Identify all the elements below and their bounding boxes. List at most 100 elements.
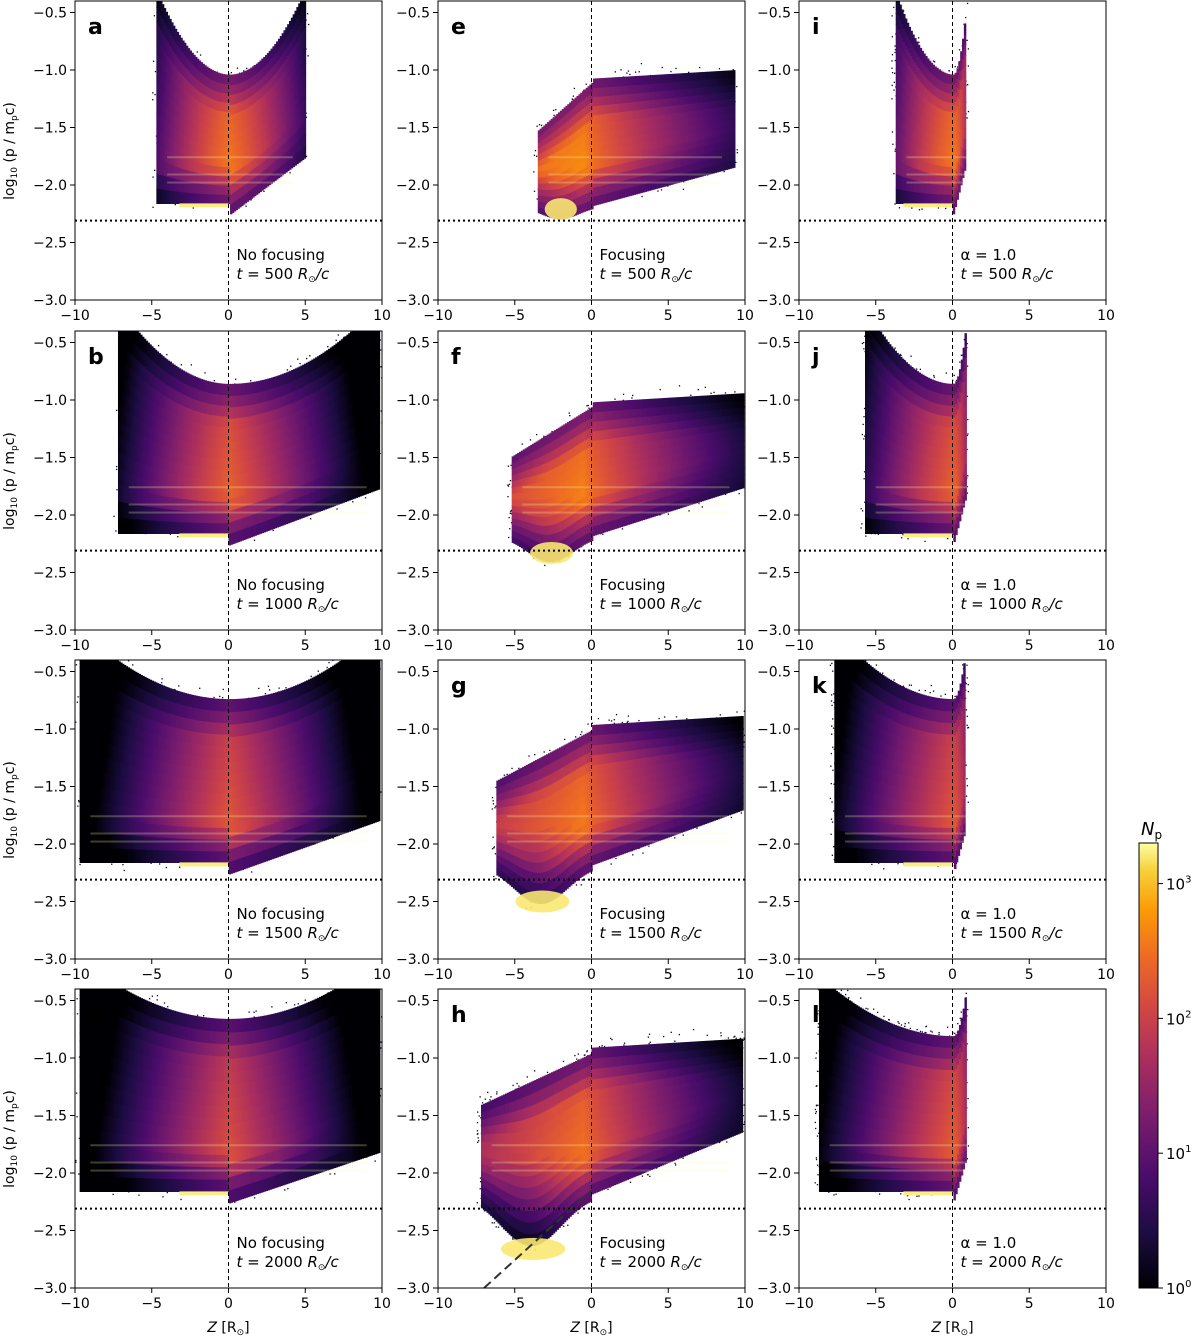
- x-tick-label: 5: [664, 308, 673, 324]
- x-tick-label: −10: [60, 1296, 90, 1312]
- y-tick-label: −1.0: [33, 393, 67, 409]
- y-axis-label: log10 (p / mpc): [2, 102, 20, 200]
- x-tick-label: −10: [60, 308, 90, 324]
- y-tick-label: −2.5: [396, 236, 430, 252]
- y-tick-label: −1.0: [33, 63, 67, 79]
- y-tick-label: −1.5: [757, 1109, 791, 1125]
- panel-setup-label: α = 1.0: [961, 905, 1017, 923]
- y-tick-label: −3.0: [757, 1281, 791, 1297]
- y-tick-label: −2.5: [33, 895, 67, 911]
- y-tick-label: −3.0: [33, 952, 67, 968]
- panel-letter: c: [88, 674, 101, 699]
- y-tick-label: −3.0: [396, 1281, 430, 1297]
- x-tick-label: 0: [587, 1296, 596, 1312]
- colorbar: 100 101 102 103 Np: [1138, 819, 1191, 1298]
- y-tick-label: −1.5: [33, 121, 67, 137]
- y-tick-label: −1.5: [396, 780, 430, 796]
- panel-l: −10 −5 0 5 10 −0.5 −1.0 −1.5 −2.0 −2.5 −3.0 l α = 1.…: [757, 988, 1115, 1312]
- x-tick-label: 0: [224, 308, 233, 324]
- y-tick-label: −0.5: [33, 994, 67, 1010]
- x-tick-label: 5: [664, 967, 673, 983]
- panel-letter: l: [812, 1003, 820, 1028]
- x-tick-label: 10: [736, 638, 754, 654]
- panel-time-label: t = 1000 R⊙/c: [237, 595, 340, 615]
- y-tick-label: −0.5: [33, 665, 67, 681]
- y-tick-label: −1.0: [757, 63, 791, 79]
- y-tick-label: −3.0: [757, 293, 791, 309]
- x-tick-label: 5: [1025, 1296, 1034, 1312]
- y-tick-label: −2.0: [396, 837, 430, 853]
- x-tick-label: 10: [736, 308, 754, 324]
- x-tick-label: 0: [224, 1296, 233, 1312]
- x-axis-label: Z [R⊙]: [569, 1320, 612, 1337]
- panel-setup-label: Focusing: [600, 246, 666, 264]
- y-tick-label: −2.5: [396, 566, 430, 582]
- x-tick-label: −5: [865, 308, 886, 324]
- y-tick-label: −3.0: [396, 623, 430, 639]
- y-tick-label: −2.0: [757, 1166, 791, 1182]
- y-tick-label: −2.5: [757, 895, 791, 911]
- panel-letter: k: [812, 674, 828, 699]
- y-tick-label: −1.0: [33, 1051, 67, 1067]
- panel-time-label: t = 500 R⊙/c: [237, 265, 330, 285]
- panel-setup-label: α = 1.0: [961, 1234, 1017, 1252]
- x-tick-label: −10: [60, 638, 90, 654]
- y-tick-label: −1.5: [33, 451, 67, 467]
- x-tick-label: 5: [301, 638, 310, 654]
- x-tick-label: 10: [373, 308, 391, 324]
- y-tick-label: −0.5: [396, 336, 430, 352]
- y-tick-label: −0.5: [396, 665, 430, 681]
- x-tick-label: 0: [587, 308, 596, 324]
- x-tick-label: 5: [664, 1296, 673, 1312]
- y-tick-label: −0.5: [33, 6, 67, 22]
- panel-h: −10 −5 0 5 10 −0.5 −1.0 −1.5 −2.0 −2.5 −3.0 h Focusi…: [396, 988, 754, 1312]
- x-tick-label: 10: [736, 1296, 754, 1312]
- panel-setup-label: Focusing: [600, 1234, 666, 1252]
- panel-time-label: t = 500 R⊙/c: [600, 265, 693, 285]
- x-tick-label: 0: [224, 967, 233, 983]
- x-tick-label: 0: [948, 638, 957, 654]
- panel-time-label: t = 2000 R⊙/c: [600, 1253, 703, 1273]
- y-tick-label: −2.0: [757, 178, 791, 194]
- y-tick-label: −1.5: [757, 451, 791, 467]
- panel-time-label: t = 2000 R⊙/c: [237, 1253, 340, 1273]
- x-tick-label: −10: [784, 308, 814, 324]
- x-tick-label: −5: [504, 967, 525, 983]
- density-heatmap-f: [507, 385, 745, 567]
- y-tick-label: −0.5: [396, 6, 430, 22]
- panel-letter: i: [812, 15, 820, 40]
- y-tick-label: −2.0: [396, 178, 430, 194]
- y-tick-label: −1.5: [33, 780, 67, 796]
- x-tick-label: 5: [301, 967, 310, 983]
- density-heatmap-d: [75, 989, 382, 1204]
- y-tick-label: −3.0: [33, 1281, 67, 1297]
- x-tick-label: 0: [948, 1296, 957, 1312]
- x-tick-label: 10: [373, 1296, 391, 1312]
- panel-time-label: t = 1000 R⊙/c: [600, 595, 703, 615]
- density-heatmap-g: [491, 710, 745, 913]
- y-tick-label: −2.5: [757, 1224, 791, 1240]
- x-tick-label: 5: [1025, 308, 1034, 324]
- x-tick-label: −10: [423, 967, 453, 983]
- y-tick-label: −2.0: [33, 508, 67, 524]
- panel-time-label: t = 1500 R⊙/c: [237, 924, 340, 944]
- y-tick-label: −2.0: [33, 1166, 67, 1182]
- panel-d: −10 −5 0 5 10 −0.5 −1.0 −1.5 −2.0 −2.5 −3.0 d No foc…: [33, 988, 391, 1312]
- y-tick-label: −1.0: [33, 722, 67, 738]
- panel-time-label: t = 1500 R⊙/c: [600, 924, 703, 944]
- x-tick-label: −5: [504, 638, 525, 654]
- y-tick-label: −2.5: [396, 1224, 430, 1240]
- y-tick-label: −0.5: [396, 994, 430, 1010]
- panel-letter: f: [451, 345, 461, 370]
- y-axis-label: log10 (p / mpc): [2, 432, 20, 530]
- panel-letter: g: [451, 674, 467, 699]
- y-tick-label: −2.5: [757, 566, 791, 582]
- x-tick-label: 0: [948, 967, 957, 983]
- x-tick-label: 10: [1097, 638, 1115, 654]
- density-heatmap-l: [814, 989, 970, 1201]
- colorbar-tick-label: 101: [1166, 1144, 1191, 1163]
- y-tick-label: −0.5: [757, 994, 791, 1010]
- x-tick-label: 10: [1097, 1296, 1115, 1312]
- panel-time-label: t = 2000 R⊙/c: [961, 1253, 1064, 1273]
- y-tick-label: −3.0: [396, 293, 430, 309]
